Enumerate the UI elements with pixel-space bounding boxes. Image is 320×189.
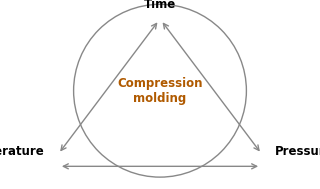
Text: Pressure: Pressure: [275, 145, 320, 158]
Text: Temperature: Temperature: [0, 145, 45, 158]
Text: Compression
molding: Compression molding: [117, 77, 203, 105]
Text: Time: Time: [144, 0, 176, 11]
